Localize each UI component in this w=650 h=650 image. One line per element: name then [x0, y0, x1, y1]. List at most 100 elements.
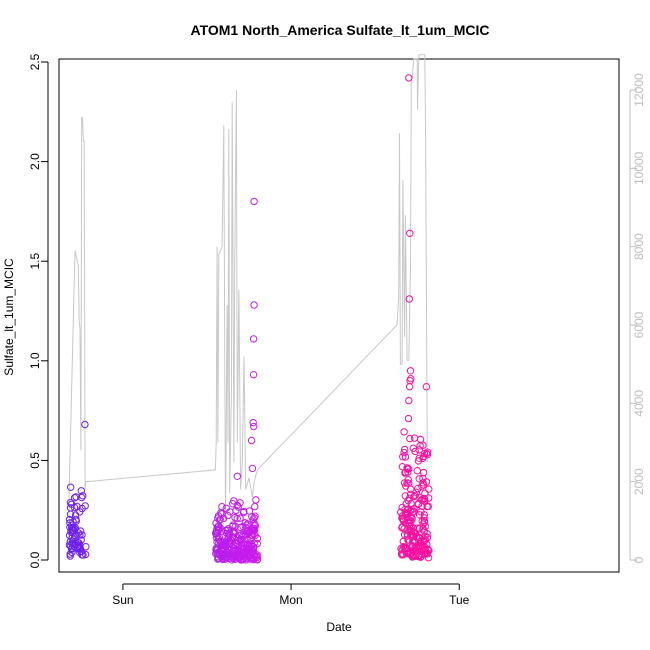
data-point [253, 553, 261, 562]
data-point [225, 546, 233, 554]
data-point [421, 489, 429, 497]
data-point [249, 371, 258, 379]
data-point [247, 525, 255, 533]
data-point [247, 436, 256, 445]
x-tick-label: Mon [279, 593, 302, 607]
data-point [398, 551, 406, 559]
data-point [242, 550, 250, 558]
data-point [249, 555, 257, 563]
data-point [417, 508, 425, 516]
data-point [77, 487, 86, 495]
data-point [251, 531, 259, 540]
data-point [249, 335, 258, 343]
data-point [232, 552, 240, 560]
data-point [416, 551, 424, 560]
data-point [74, 529, 83, 537]
y2-tick-label: 12000 [632, 73, 646, 107]
data-point [250, 519, 258, 528]
y2-tick-label: 4000 [632, 390, 646, 417]
data-point [248, 547, 256, 555]
data-point [249, 418, 257, 427]
data-point [424, 545, 432, 554]
y-tick-label: 0.0 [28, 551, 42, 568]
x-tick-label: Sun [112, 593, 133, 607]
data-point [407, 522, 415, 531]
data-point [245, 507, 254, 515]
data-point [406, 367, 415, 375]
data-point [405, 383, 414, 391]
data-point [241, 540, 249, 549]
data-point [401, 505, 409, 514]
data-point [228, 556, 236, 564]
data-point [225, 537, 233, 545]
data-point [212, 533, 221, 542]
data-point [231, 547, 239, 555]
data-point [415, 552, 423, 560]
x-tick-label: Tue [449, 593, 470, 607]
y-tick-label: 2.0 [28, 153, 42, 170]
data-point [404, 476, 412, 484]
data-point [401, 543, 409, 551]
data-point [401, 469, 409, 477]
data-point [403, 513, 411, 522]
data-point [245, 539, 253, 547]
data-point [211, 529, 220, 537]
data-point [219, 545, 228, 553]
data-point [401, 453, 410, 461]
data-point [405, 494, 414, 502]
y-axis-left: 0.0 0.5 1.0 1.5 2.0 2.5 [28, 53, 49, 568]
data-point [236, 499, 244, 507]
data-point [232, 539, 241, 548]
data-point [406, 434, 414, 443]
data-point [77, 536, 85, 544]
data-point [76, 508, 84, 516]
data-point [423, 448, 432, 456]
data-point [226, 508, 234, 516]
data-point [250, 301, 258, 309]
data-point [398, 515, 407, 523]
data-point [231, 513, 239, 522]
data-point [81, 420, 89, 429]
data-point [70, 494, 79, 502]
data-point [224, 525, 233, 533]
data-point [65, 515, 74, 524]
data-point [406, 229, 414, 238]
data-point [415, 525, 424, 533]
data-point [242, 523, 250, 531]
data-point [415, 533, 423, 542]
data-point [413, 467, 421, 475]
data-point [70, 525, 79, 533]
data-point [67, 483, 75, 491]
data-point [67, 500, 76, 508]
data-point [420, 449, 429, 458]
data-point [419, 525, 427, 533]
data-point [231, 522, 240, 531]
data-point [252, 496, 260, 504]
data-point [420, 495, 429, 503]
data-point [66, 510, 75, 518]
data-point [248, 464, 257, 473]
data-point [251, 502, 259, 511]
data-point [415, 475, 423, 483]
data-point [421, 536, 430, 544]
data-point [414, 484, 422, 493]
data-point [398, 514, 406, 522]
data-point [229, 521, 237, 529]
data-point [411, 538, 419, 546]
data-point [250, 197, 258, 206]
data-point [409, 538, 417, 546]
data-point [405, 295, 413, 303]
altitude-line [68, 54, 428, 560]
data-point [418, 482, 426, 490]
data-point [404, 414, 413, 423]
data-point [239, 555, 247, 564]
data-point [66, 499, 75, 507]
data-point [247, 545, 255, 554]
data-point [420, 452, 428, 461]
data-point [222, 504, 231, 512]
data-point [243, 541, 251, 549]
data-point [405, 74, 413, 82]
data-point [423, 540, 431, 549]
data-point [423, 549, 431, 557]
